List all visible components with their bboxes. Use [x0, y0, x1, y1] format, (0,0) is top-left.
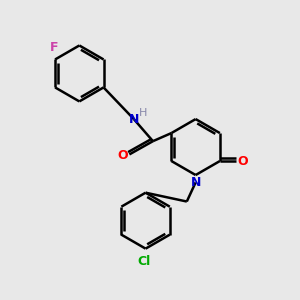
- Text: F: F: [50, 40, 58, 54]
- Text: O: O: [118, 149, 128, 162]
- Text: N: N: [129, 112, 139, 126]
- Text: O: O: [237, 154, 248, 167]
- Text: N: N: [190, 176, 201, 190]
- Text: Cl: Cl: [137, 255, 151, 268]
- Text: H: H: [139, 108, 147, 118]
